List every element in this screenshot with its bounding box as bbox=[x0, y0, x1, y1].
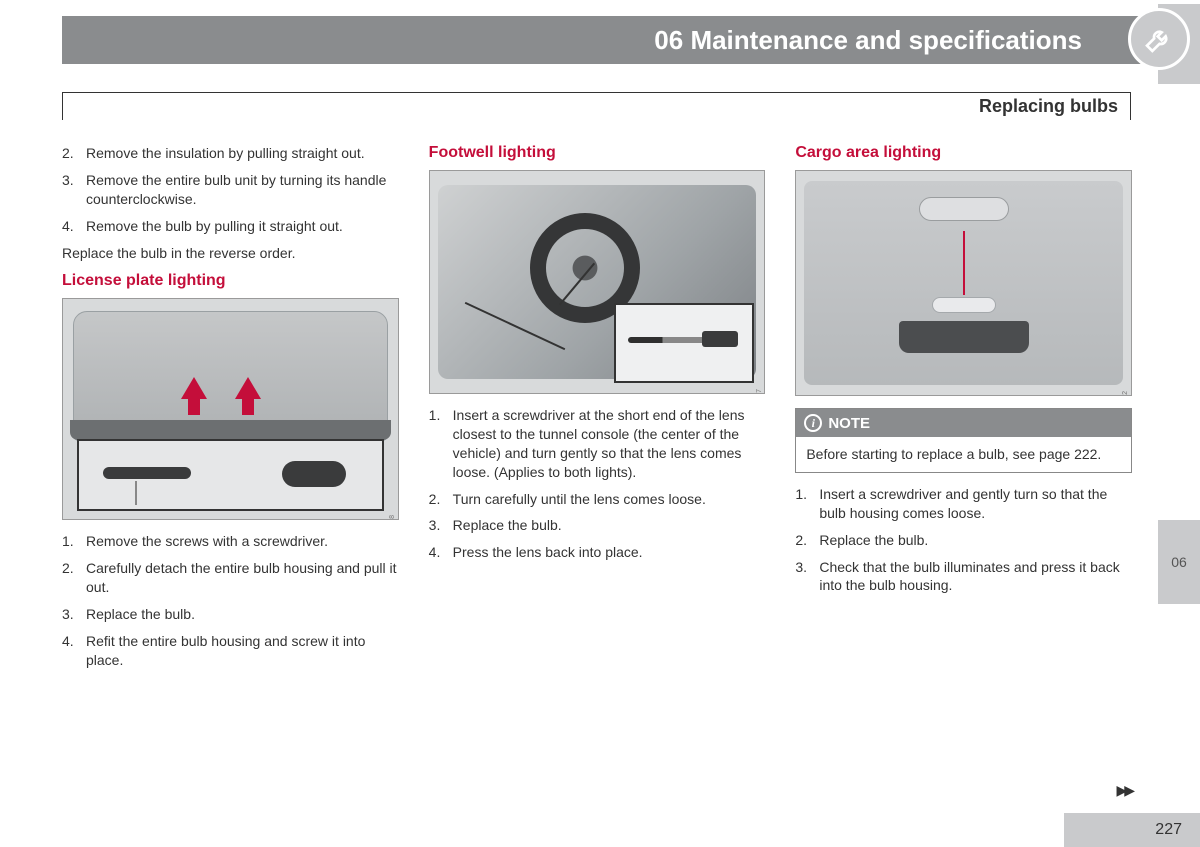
list-item: 2.Carefully detach the entire bulb housi… bbox=[62, 559, 399, 597]
section-subheader: Replacing bulbs bbox=[62, 92, 1131, 120]
step-number: 3. bbox=[62, 171, 86, 209]
step-text: Remove the entire bulb unit by turning i… bbox=[86, 171, 399, 209]
list-item: 4.Remove the bulb by pulling it straight… bbox=[62, 217, 399, 236]
list-item: 2.Remove the insulation by pulling strai… bbox=[62, 144, 399, 163]
side-tab-label: 06 bbox=[1171, 554, 1187, 570]
list-item: 3.Replace the bulb. bbox=[62, 605, 399, 624]
chapter-header: 06 Maintenance and specifications bbox=[62, 16, 1152, 64]
note-label: NOTE bbox=[828, 415, 870, 432]
step-text: Refit the entire bulb housing and screw … bbox=[86, 632, 399, 670]
cargo-steps: 1.Insert a screwdriver and gently turn s… bbox=[795, 485, 1132, 595]
step-text: Remove the screws with a screwdriver. bbox=[86, 532, 328, 551]
step-text: Replace the bulb. bbox=[819, 531, 928, 550]
footwell-figure: G021757 bbox=[429, 170, 766, 394]
column-3: Cargo area lighting G031842 i NOTE Befor… bbox=[795, 144, 1132, 678]
step-text: Replace the bulb. bbox=[86, 605, 195, 624]
list-item: 2.Turn carefully until the lens comes lo… bbox=[429, 490, 766, 509]
continue-icon: ▶▶ bbox=[1116, 782, 1132, 799]
license-plate-figure: G017468 bbox=[62, 298, 399, 520]
column-1: 2.Remove the insulation by pulling strai… bbox=[62, 144, 399, 678]
step-number: 2. bbox=[62, 559, 86, 597]
note-body: Before starting to replace a bulb, see p… bbox=[796, 437, 1131, 472]
intro-tail: Replace the bulb in the reverse order. bbox=[62, 244, 399, 263]
list-item: 2.Replace the bulb. bbox=[795, 531, 1132, 550]
footwell-steps: 1.Insert a screwdriver at the short end … bbox=[429, 406, 766, 562]
step-number: 1. bbox=[795, 485, 819, 523]
step-text: Carefully detach the entire bulb housing… bbox=[86, 559, 399, 597]
step-number: 2. bbox=[429, 490, 453, 509]
content-columns: 2.Remove the insulation by pulling strai… bbox=[62, 144, 1132, 678]
license-plate-steps: 1.Remove the screws with a screwdriver. … bbox=[62, 532, 399, 669]
step-number: 4. bbox=[62, 217, 86, 236]
cargo-figure: G031842 bbox=[795, 170, 1132, 396]
license-plate-heading: License plate lighting bbox=[62, 272, 399, 290]
note-box: i NOTE Before starting to replace a bulb… bbox=[795, 408, 1132, 473]
step-text: Insert a screwdriver and gently turn so … bbox=[819, 485, 1132, 523]
chapter-title: 06 Maintenance and specifications bbox=[654, 25, 1082, 56]
page-number: 227 bbox=[1155, 821, 1182, 839]
subheader-text: Replacing bulbs bbox=[979, 96, 1118, 117]
step-number: 1. bbox=[429, 406, 453, 482]
list-item: 1.Remove the screws with a screwdriver. bbox=[62, 532, 399, 551]
step-number: 4. bbox=[429, 543, 453, 562]
step-text: Turn carefully until the lens comes loos… bbox=[453, 490, 706, 509]
footwell-heading: Footwell lighting bbox=[429, 144, 766, 162]
list-item: 1.Insert a screwdriver at the short end … bbox=[429, 406, 766, 482]
cargo-heading: Cargo area lighting bbox=[795, 144, 1132, 162]
info-icon: i bbox=[804, 414, 822, 432]
intro-steps-list: 2.Remove the insulation by pulling strai… bbox=[62, 144, 399, 236]
step-number: 3. bbox=[62, 605, 86, 624]
list-item: 4.Press the lens back into place. bbox=[429, 543, 766, 562]
step-number: 3. bbox=[429, 516, 453, 535]
column-2: Footwell lighting G021757 1.Insert a scr… bbox=[429, 144, 766, 678]
step-number: 4. bbox=[62, 632, 86, 670]
list-item: 4.Refit the entire bulb housing and scre… bbox=[62, 632, 399, 670]
note-header: i NOTE bbox=[796, 409, 1131, 437]
page-number-bar: 227 bbox=[1064, 813, 1200, 847]
step-number: 3. bbox=[795, 558, 819, 596]
step-text: Replace the bulb. bbox=[453, 516, 562, 535]
step-text: Remove the insulation by pulling straigh… bbox=[86, 144, 365, 163]
chapter-side-tab: 06 bbox=[1158, 520, 1200, 604]
step-text: Remove the bulb by pulling it straight o… bbox=[86, 217, 343, 236]
step-text: Insert a screwdriver at the short end of… bbox=[453, 406, 766, 482]
step-number: 2. bbox=[62, 144, 86, 163]
image-id-label: G021757 bbox=[755, 389, 762, 394]
step-text: Press the lens back into place. bbox=[453, 543, 643, 562]
list-item: 3.Remove the entire bulb unit by turning… bbox=[62, 171, 399, 209]
list-item: 3.Check that the bulb illuminates and pr… bbox=[795, 558, 1132, 596]
step-text: Check that the bulb illuminates and pres… bbox=[819, 558, 1132, 596]
wrench-icon bbox=[1128, 8, 1190, 70]
step-number: 2. bbox=[795, 531, 819, 550]
image-id-label: G017468 bbox=[389, 515, 396, 520]
list-item: 3.Replace the bulb. bbox=[429, 516, 766, 535]
list-item: 1.Insert a screwdriver and gently turn s… bbox=[795, 485, 1132, 523]
step-number: 1. bbox=[62, 532, 86, 551]
image-id-label: G031842 bbox=[1122, 391, 1129, 396]
